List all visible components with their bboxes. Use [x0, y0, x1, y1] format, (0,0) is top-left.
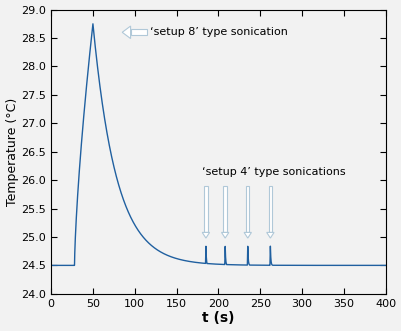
- Polygon shape: [202, 232, 209, 238]
- Polygon shape: [122, 26, 130, 38]
- Bar: [268, 186, 271, 232]
- Y-axis label: Temperature (°C): Temperature (°C): [6, 98, 18, 206]
- Text: ‘setup 4’ type sonications: ‘setup 4’ type sonications: [201, 167, 344, 177]
- Polygon shape: [243, 232, 251, 238]
- Text: ‘setup 8’ type sonication: ‘setup 8’ type sonication: [150, 27, 287, 37]
- Polygon shape: [221, 232, 228, 238]
- Bar: [223, 186, 226, 232]
- Bar: [204, 186, 207, 232]
- Bar: [245, 186, 249, 232]
- X-axis label: t (s): t (s): [202, 311, 234, 325]
- Bar: [130, 29, 147, 35]
- Polygon shape: [266, 232, 273, 238]
